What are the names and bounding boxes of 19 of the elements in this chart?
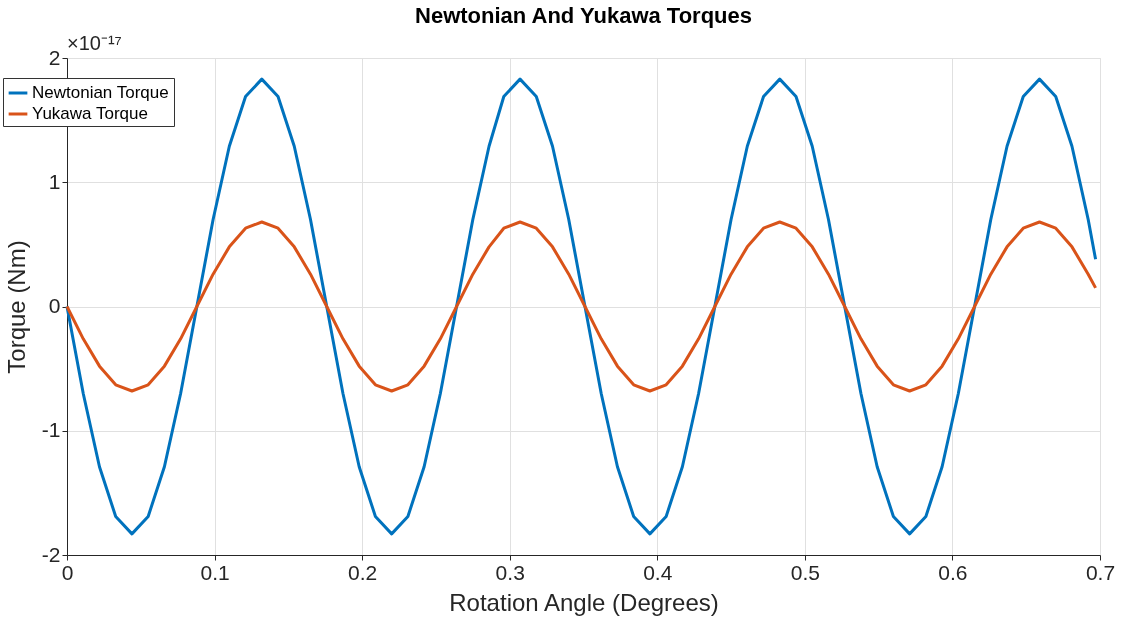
x-tick-label: 0.3 — [495, 560, 525, 584]
x-tick-label: 0.1 — [200, 560, 230, 584]
x-tick-label: 0.7 — [1085, 560, 1116, 584]
legend-label: Newtonian Torque — [32, 83, 169, 102]
x-tick-label: 0.6 — [938, 560, 968, 584]
y-axis-title: Torque (Nm) — [2, 240, 30, 374]
y-tick-label: 0 — [48, 294, 61, 317]
chart-title: Newtonian And Yukawa Torques — [415, 3, 752, 28]
text: ×10⁻¹⁷ — [67, 32, 122, 54]
y-tick-label: -1 — [41, 418, 61, 442]
line-series — [65, 220, 1098, 393]
x-tick-label: 0.5 — [790, 560, 820, 584]
legend-label: Yukawa Torque — [32, 104, 148, 123]
x-tick-label: 0.2 — [348, 560, 378, 584]
y-tick-label: -2 — [41, 542, 61, 566]
y-tick-label: 1 — [48, 169, 61, 193]
x-axis-title: Rotation Angle (Degrees) — [449, 588, 719, 616]
y-tick-label: 2 — [48, 45, 61, 69]
x-tick-label: 0.4 — [643, 560, 673, 584]
